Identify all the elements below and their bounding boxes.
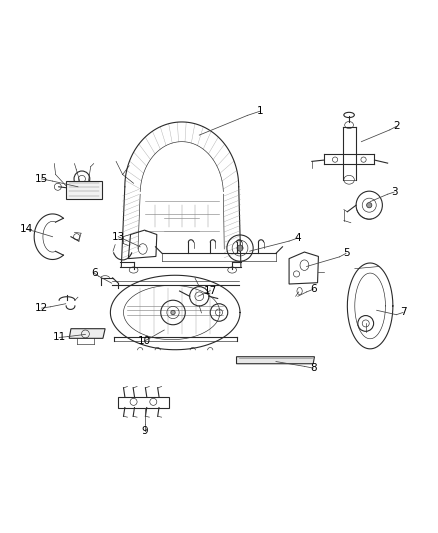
Text: 3: 3 (391, 187, 398, 197)
Ellipse shape (367, 203, 372, 208)
Text: 13: 13 (112, 232, 125, 242)
Text: 4: 4 (294, 233, 301, 243)
Text: 11: 11 (53, 333, 66, 343)
Text: 7: 7 (399, 308, 406, 318)
Text: 6: 6 (91, 268, 98, 278)
Ellipse shape (237, 245, 243, 251)
Text: 15: 15 (35, 174, 48, 184)
Ellipse shape (171, 310, 175, 314)
Text: 14: 14 (20, 224, 33, 235)
Text: 17: 17 (204, 286, 217, 296)
Text: 10: 10 (138, 336, 151, 346)
Text: 12: 12 (35, 303, 48, 313)
Text: 8: 8 (310, 363, 317, 373)
Text: 2: 2 (393, 122, 400, 131)
Text: 5: 5 (343, 248, 350, 259)
Polygon shape (237, 357, 314, 364)
Text: 9: 9 (141, 426, 148, 436)
Polygon shape (69, 329, 105, 338)
Polygon shape (66, 181, 102, 199)
Text: 6: 6 (310, 284, 317, 294)
Text: 1: 1 (257, 106, 264, 116)
